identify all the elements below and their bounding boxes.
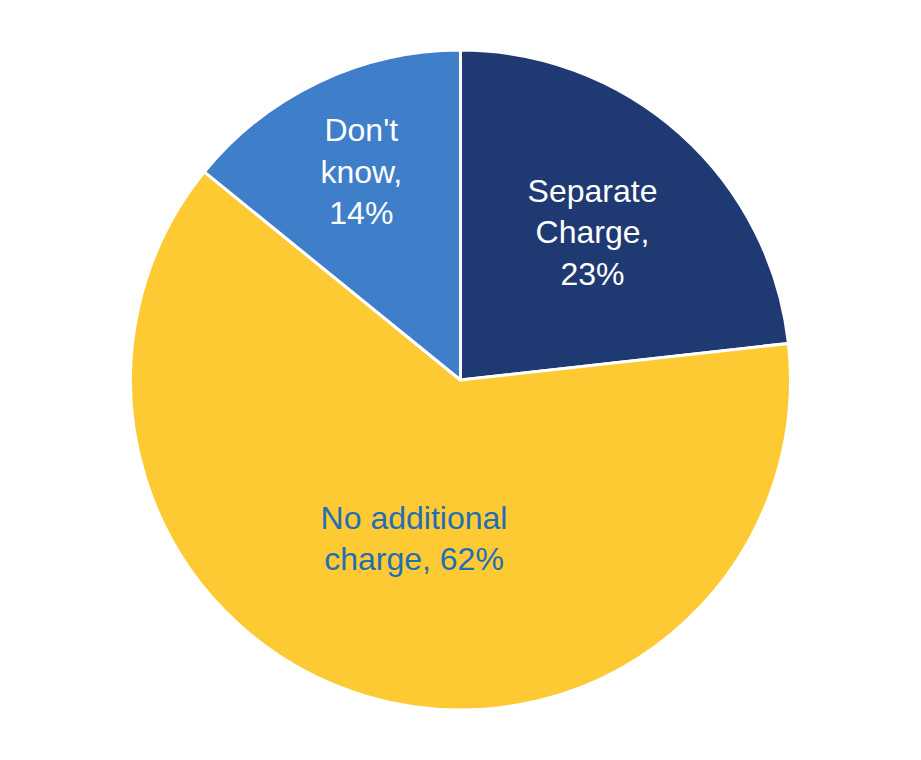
svg-text:No additionalcharge, 62%: No additionalcharge, 62% [321, 500, 508, 578]
svg-text:SeparateCharge,23%: SeparateCharge,23% [528, 173, 658, 292]
svg-text:Don'tknow,14%: Don'tknow,14% [320, 112, 402, 231]
